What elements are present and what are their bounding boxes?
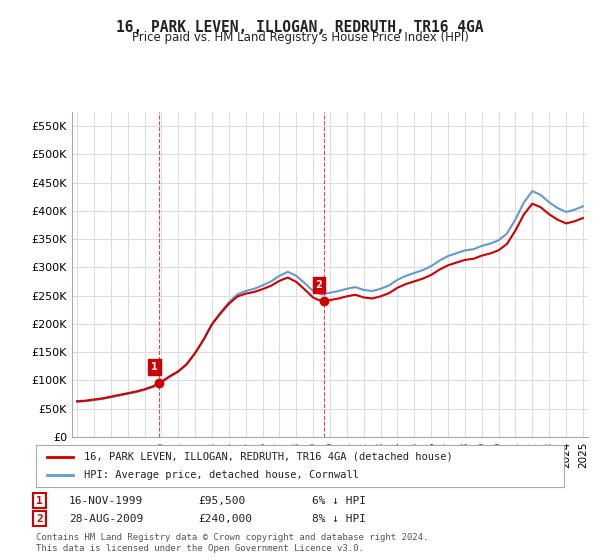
Text: Contains HM Land Registry data © Crown copyright and database right 2024.
This d: Contains HM Land Registry data © Crown c… bbox=[36, 533, 428, 553]
Text: 16, PARK LEVEN, ILLOGAN, REDRUTH, TR16 4GA (detached house): 16, PARK LEVEN, ILLOGAN, REDRUTH, TR16 4… bbox=[83, 452, 452, 462]
Text: 6% ↓ HPI: 6% ↓ HPI bbox=[312, 496, 366, 506]
Text: 2: 2 bbox=[36, 514, 43, 524]
Text: 16, PARK LEVEN, ILLOGAN, REDRUTH, TR16 4GA: 16, PARK LEVEN, ILLOGAN, REDRUTH, TR16 4… bbox=[116, 20, 484, 35]
Text: 8% ↓ HPI: 8% ↓ HPI bbox=[312, 514, 366, 524]
Text: 2: 2 bbox=[316, 281, 322, 291]
Text: 16-NOV-1999: 16-NOV-1999 bbox=[69, 496, 143, 506]
Text: 1: 1 bbox=[36, 496, 43, 506]
Text: 28-AUG-2009: 28-AUG-2009 bbox=[69, 514, 143, 524]
Text: £240,000: £240,000 bbox=[198, 514, 252, 524]
Text: 1: 1 bbox=[151, 362, 158, 372]
Text: £95,500: £95,500 bbox=[198, 496, 245, 506]
Text: Price paid vs. HM Land Registry's House Price Index (HPI): Price paid vs. HM Land Registry's House … bbox=[131, 31, 469, 44]
Text: HPI: Average price, detached house, Cornwall: HPI: Average price, detached house, Corn… bbox=[83, 470, 359, 480]
